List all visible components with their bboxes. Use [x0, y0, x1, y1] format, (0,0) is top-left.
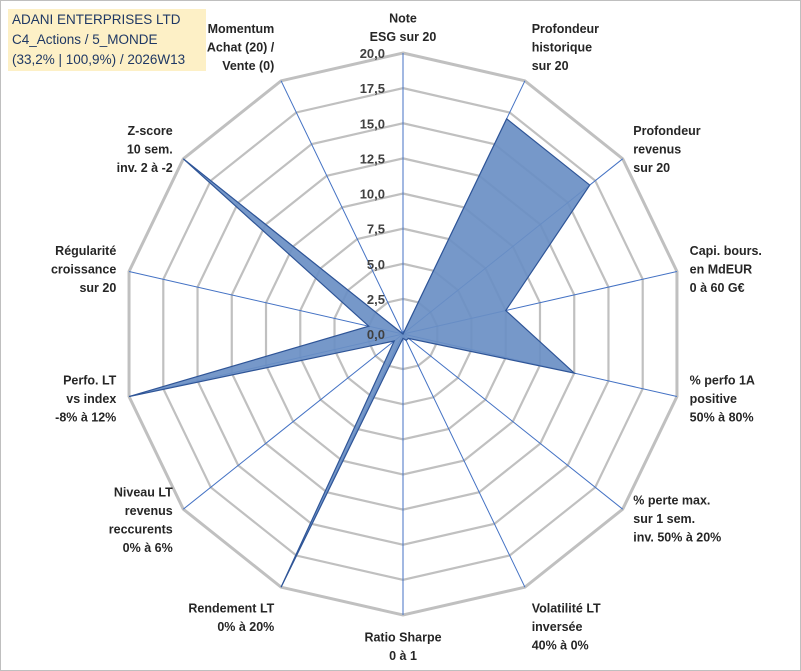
tick-label: 20,0	[360, 46, 385, 61]
axis-label-line: -8% à 12%	[55, 411, 116, 425]
tick-label: 5,0	[367, 257, 385, 272]
axis-label: Momentum Achat (20) / Vente (0)	[207, 22, 275, 73]
axis-label-line: Vente (0)	[222, 59, 274, 73]
radar-series	[128, 117, 591, 588]
radar-tick-labels: 0,0 2,5 5,0 7,5 10,0 12,5 15,0 17,5 20,0	[360, 46, 385, 342]
axis-label-line: sur 20	[633, 161, 670, 175]
axis-label: Ratio Sharpe 0 à 1	[364, 631, 441, 664]
portfolio-path: C4_Actions / 5_MONDE	[12, 32, 158, 47]
axis-spoke	[280, 80, 404, 335]
axis-label: Régularité croissance sur 20	[51, 244, 116, 295]
axis-label-line: en MdEUR	[690, 262, 753, 276]
axis-label-line: revenus	[633, 142, 681, 156]
axis-label: Note ESG sur 20	[370, 12, 437, 45]
axis-label-line: 50% à 80%	[690, 411, 754, 425]
axis-label-line: Volatilité LT	[532, 602, 601, 616]
axis-label-line: Perfo. LT	[63, 374, 117, 388]
axis-label: Z-score 10 sem. inv. 2 à -2	[117, 124, 173, 175]
axis-label-line: sur 1 sem.	[633, 512, 695, 526]
axis-label-line: 40% à 0%	[532, 639, 589, 653]
axis-label: % perte max. sur 1 sem. inv. 50% à 20%	[633, 494, 721, 545]
axis-label-line: % perfo 1A	[690, 374, 755, 388]
tick-label: 12,5	[360, 151, 385, 166]
series-area	[128, 117, 591, 588]
axis-label-line: inversée	[532, 620, 583, 634]
company-name: ADANI ENTERPRISES LTD	[12, 12, 181, 27]
axis-label-line: Profondeur	[532, 22, 599, 36]
axis-label-line: inv. 2 à -2	[117, 161, 173, 175]
axis-spoke	[182, 333, 404, 510]
axis-label-line: Rendement LT	[188, 602, 274, 616]
axis-label: % perfo 1A positive 50% à 80%	[690, 374, 755, 425]
axis-label-line: ESG sur 20	[370, 30, 437, 44]
performance-stats: (33,2% | 100,9%) / 2026W13	[12, 52, 186, 67]
axis-spoke	[402, 333, 526, 588]
axis-label-line: 0% à 6%	[123, 541, 173, 555]
axis-label-line: 0 à 60 G€	[690, 281, 745, 295]
axis-label-line: positive	[690, 392, 737, 406]
tick-label: 17,5	[360, 81, 385, 96]
axis-label-line: Ratio Sharpe	[364, 631, 441, 645]
axis-label-line: vs index	[66, 392, 116, 406]
axis-label: Profondeur revenus sur 20	[633, 124, 700, 175]
axis-label: Rendement LT 0% à 20%	[188, 602, 274, 635]
axis-label: Niveau LT revenus reccurents 0% à 6%	[109, 485, 173, 555]
axis-label-line: Achat (20) /	[207, 40, 275, 54]
axis-label-line: sur 20	[532, 59, 569, 73]
axis-label-line: revenus	[125, 504, 173, 518]
axis-label-line: Régularité	[55, 244, 116, 258]
axis-label-line: Capi. bours.	[690, 244, 762, 258]
axis-label-line: historique	[532, 40, 592, 54]
axis-label: Capi. bours. en MdEUR 0 à 60 G€	[690, 244, 762, 295]
axis-label-line: Note	[389, 12, 417, 26]
info-box: ADANI ENTERPRISES LTD C4_Actions / 5_MON…	[8, 9, 206, 71]
axis-label-line: inv. 50% à 20%	[633, 531, 721, 545]
axis-label: Profondeur historique sur 20	[532, 22, 599, 73]
axis-spoke	[128, 270, 404, 335]
axis-label-line: 0% à 20%	[217, 620, 274, 634]
axis-label-line: Z-score	[128, 124, 173, 138]
axis-label-line: 10 sem.	[127, 142, 173, 156]
axis-label-line: reccurents	[109, 522, 173, 536]
axis-label-line: croissance	[51, 262, 116, 276]
axis-label: Perfo. LT vs index -8% à 12%	[55, 374, 117, 425]
axis-label-line: sur 20	[79, 281, 116, 295]
axis-spoke	[402, 333, 624, 510]
axis-label-line: 0 à 1	[389, 649, 417, 663]
tick-label: 7,5	[367, 222, 385, 237]
tick-label: 10,0	[360, 187, 385, 202]
tick-label: 2,5	[367, 292, 385, 307]
axis-label-line: % perte max.	[633, 494, 710, 508]
axis-label-line: Momentum	[208, 22, 275, 36]
tick-label: 0,0	[367, 327, 385, 342]
axis-label-line: Niveau LT	[114, 485, 173, 499]
axis-label-line: Profondeur	[633, 124, 700, 138]
axis-label: Volatilité LT inversée 40% à 0%	[532, 602, 601, 653]
radar-axis-labels: Note ESG sur 20 Profondeur historique sur 20…	[51, 12, 762, 664]
tick-label: 15,0	[360, 116, 385, 131]
